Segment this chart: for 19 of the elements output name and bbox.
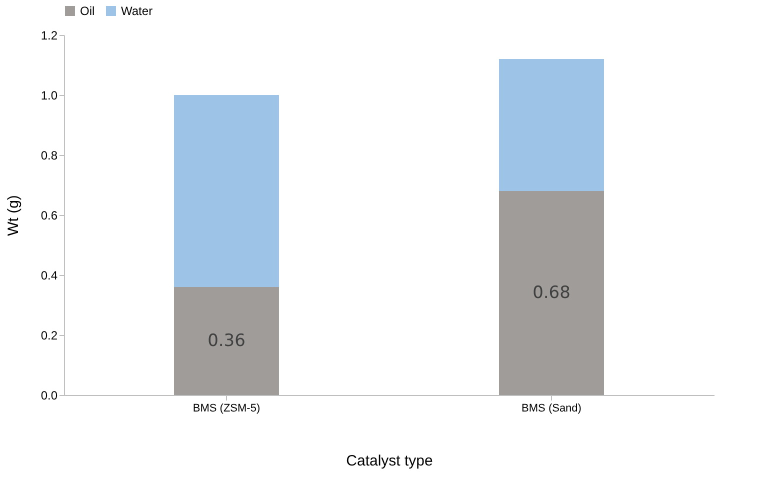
y-tick-label: 1.0 [40, 88, 58, 102]
legend-label: Water [121, 4, 153, 18]
bar [174, 287, 279, 395]
bar [499, 59, 604, 191]
x-tick-label: BMS (ZSM-5) [192, 402, 260, 414]
bar [499, 191, 604, 395]
data-label: 0.36 [208, 331, 246, 351]
y-tick-label: 0.6 [40, 208, 58, 222]
y-tick-label: 1.2 [40, 28, 58, 42]
x-axis-title: Catalyst type [346, 452, 433, 470]
y-tick-label: 0.4 [40, 268, 58, 282]
legend-label: Oil [80, 4, 95, 18]
y-axis-title: Wt (g) [4, 195, 22, 236]
data-label: 0.68 [532, 283, 570, 303]
x-tick-label: BMS (Sand) [522, 402, 582, 414]
y-tick-label: 0.0 [40, 388, 58, 402]
y-tick-label: 0.2 [40, 328, 58, 342]
y-tick-label: 0.8 [40, 148, 58, 162]
bar [174, 95, 279, 287]
